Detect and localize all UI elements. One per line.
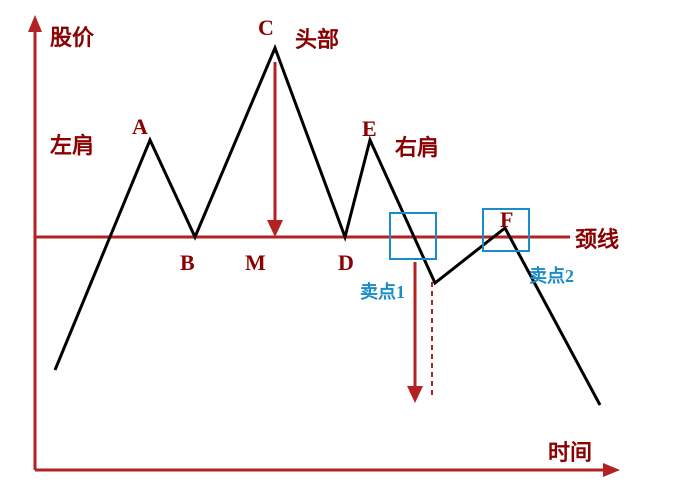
point-a-label: A bbox=[132, 114, 148, 140]
head-shoulders-diagram: 股价 时间 左肩 右肩 头部 颈线 A B C D E F M 卖点1 卖点2 bbox=[0, 0, 675, 500]
point-d-label: D bbox=[338, 250, 354, 276]
neckline-label: 颈线 bbox=[575, 222, 619, 254]
head-arrow-head bbox=[267, 220, 283, 237]
point-b-label: B bbox=[180, 250, 195, 276]
x-axis-label: 时间 bbox=[548, 435, 592, 467]
sell-arrow-head bbox=[407, 386, 423, 403]
point-m-label: M bbox=[245, 250, 266, 276]
price-line bbox=[55, 48, 600, 405]
point-c-label: C bbox=[258, 15, 274, 41]
point-f-label: F bbox=[500, 207, 513, 233]
left-shoulder-label: 左肩 bbox=[50, 128, 94, 160]
point-e-label: E bbox=[362, 116, 377, 142]
y-axis-label: 股价 bbox=[50, 20, 94, 52]
head-label: 头部 bbox=[295, 22, 339, 54]
x-axis-arrow bbox=[603, 463, 620, 477]
y-axis-arrow bbox=[28, 15, 42, 32]
right-shoulder-label: 右肩 bbox=[395, 130, 439, 162]
sell-point-2-label: 卖点2 bbox=[529, 262, 574, 288]
sell-point-1-label: 卖点1 bbox=[360, 278, 405, 304]
